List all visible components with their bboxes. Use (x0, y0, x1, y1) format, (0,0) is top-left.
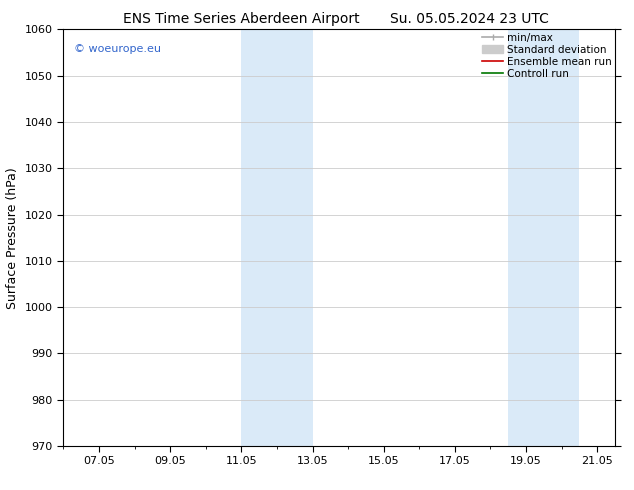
Text: ENS Time Series Aberdeen Airport: ENS Time Series Aberdeen Airport (122, 12, 359, 26)
Bar (242, 29, 313, 446)
Legend: min/max, Standard deviation, Ensemble mean run, Controll run: min/max, Standard deviation, Ensemble me… (482, 32, 612, 79)
Text: © woeurope.eu: © woeurope.eu (74, 44, 162, 54)
Bar (508, 29, 579, 446)
Text: Su. 05.05.2024 23 UTC: Su. 05.05.2024 23 UTC (390, 12, 548, 26)
Y-axis label: Surface Pressure (hPa): Surface Pressure (hPa) (6, 167, 19, 309)
